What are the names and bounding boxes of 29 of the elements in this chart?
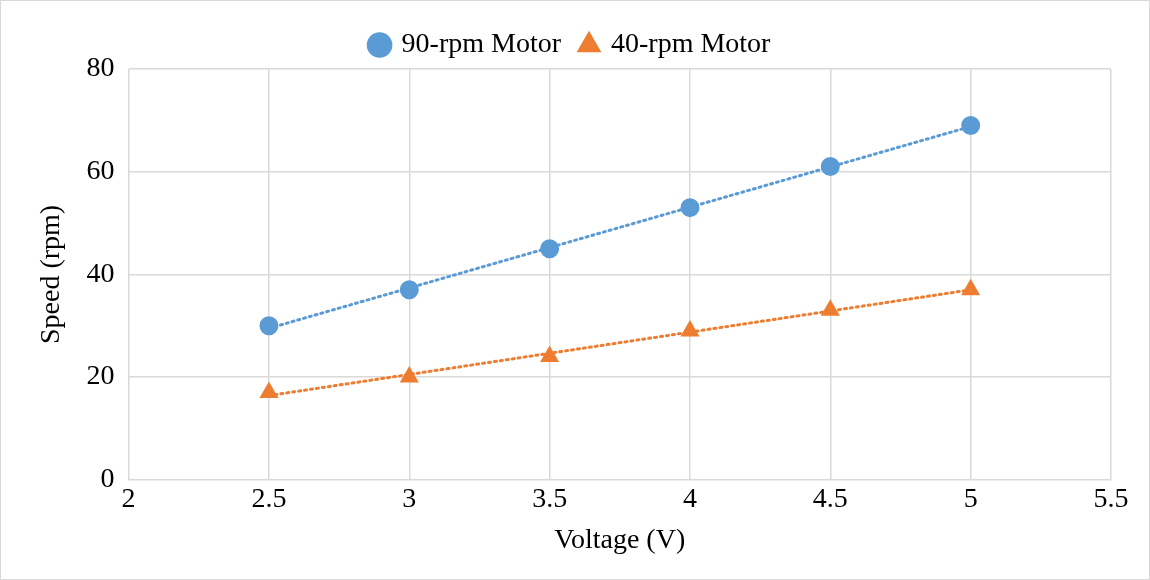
- point: [680, 198, 700, 218]
- point: [821, 300, 839, 316]
- y-axis-title: Speed (rpm): [34, 204, 66, 344]
- x-tick-label: 4: [682, 481, 697, 513]
- y-tick-label: 20: [86, 359, 115, 391]
- y-tick-label: 80: [86, 51, 115, 83]
- point: [820, 157, 840, 177]
- x-axis-title: Voltage (V): [554, 522, 686, 554]
- point: [962, 280, 980, 296]
- y-tick-label: 0: [100, 462, 115, 494]
- point: [400, 367, 418, 383]
- point: [260, 383, 278, 399]
- point: [399, 280, 419, 300]
- point: [541, 347, 559, 363]
- x-tick-label: 5.5: [1093, 481, 1129, 513]
- x-tick-label: 3: [402, 481, 417, 513]
- point: [681, 321, 699, 337]
- point: [961, 115, 981, 135]
- x-tick-label: 3.5: [532, 481, 568, 513]
- legend-label: 90-rpm Motor: [401, 27, 562, 59]
- y-tick-label: 40: [86, 256, 115, 288]
- x-tick-label: 4.5: [812, 481, 848, 513]
- point: [259, 316, 279, 336]
- point: [540, 239, 560, 259]
- x-tick-label: 2.5: [251, 481, 287, 513]
- x-tick-label: 5: [963, 481, 978, 513]
- y-tick-label: 60: [86, 154, 115, 186]
- legend-label: 40-rpm Motor: [611, 27, 772, 59]
- x-tick-label: 2: [121, 481, 136, 513]
